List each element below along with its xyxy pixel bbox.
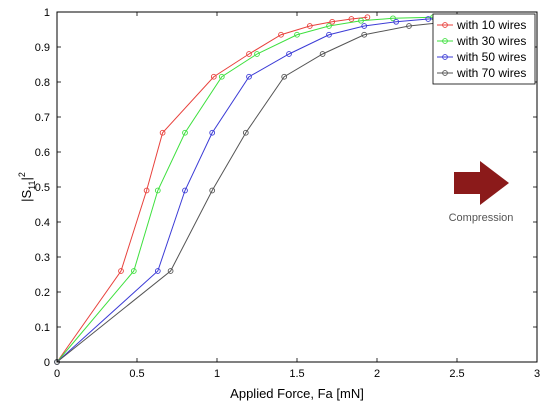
x-tick-label: 1 xyxy=(214,368,220,380)
compression-arrow-icon xyxy=(454,161,509,205)
x-tick-label: 1.5 xyxy=(289,368,304,380)
data-point xyxy=(167,268,174,274)
y-tick-label: 0.9 xyxy=(35,42,50,54)
legend-marker xyxy=(442,54,448,60)
x-tick-label: 2.5 xyxy=(449,368,464,380)
legend-box xyxy=(432,13,536,85)
legend-item: with 10 wires xyxy=(437,18,526,32)
data-point xyxy=(326,23,332,29)
data-point xyxy=(182,187,188,194)
data-point xyxy=(278,31,284,38)
data-point xyxy=(294,31,300,38)
x-tick-label: 2 xyxy=(374,368,380,380)
y-tick-label: 0.5 xyxy=(35,182,50,194)
compression-annotation: Compression xyxy=(449,212,514,224)
x-axis-title: Applied Force, Fa [mN] xyxy=(230,386,364,401)
y-tick-label: 0.7 xyxy=(35,112,50,124)
data-point xyxy=(210,73,217,80)
y-tick-label: 0.3 xyxy=(35,252,50,264)
data-point xyxy=(358,17,364,24)
data-point xyxy=(218,73,225,80)
plot-frame xyxy=(56,11,538,363)
data-point xyxy=(209,187,216,194)
y-tick-label: 0.8 xyxy=(35,77,50,89)
data-point xyxy=(143,187,150,194)
series-line xyxy=(56,16,434,363)
data-point xyxy=(159,129,166,136)
y-tick-label: 0.6 xyxy=(35,147,50,159)
x-tick-label: 0.5 xyxy=(129,368,144,380)
series-3 xyxy=(54,14,464,365)
data-point xyxy=(329,18,336,25)
legend-label: with 70 wires xyxy=(456,66,526,80)
data-point xyxy=(154,187,161,194)
data-point xyxy=(393,18,400,25)
data-point xyxy=(118,268,124,274)
data-point xyxy=(182,129,188,136)
legend-label: with 50 wires xyxy=(456,50,526,64)
data-point xyxy=(242,129,249,136)
data-point xyxy=(425,16,432,22)
tick-labels: 0 0.5 1 1.5 2 2.5 3 0 0.1 0.2 0.3 0.4 0.5 0.6 0.7 0.8 0.… xyxy=(35,7,540,380)
series-line xyxy=(56,16,461,363)
data-point xyxy=(348,16,355,22)
data-point xyxy=(361,23,368,29)
legend-item: with 50 wires xyxy=(437,50,526,64)
legend-marker xyxy=(442,22,448,28)
data-point xyxy=(390,15,396,22)
data-point xyxy=(286,51,292,57)
data-point xyxy=(281,73,288,80)
y-tick-label: 0.2 xyxy=(35,287,50,299)
data-point xyxy=(326,31,332,38)
data-point xyxy=(246,73,252,80)
series-line xyxy=(56,16,368,363)
y-tick-label: 0.1 xyxy=(35,322,50,334)
legend-item: with 70 wires xyxy=(437,66,526,80)
data-point xyxy=(364,14,371,21)
legend-label: with 30 wires xyxy=(456,34,526,48)
y-axis-title: |S11|2 xyxy=(17,172,37,202)
data-point xyxy=(254,51,260,57)
data-point xyxy=(361,31,368,38)
legend-marker xyxy=(442,38,448,44)
legend-item: with 30 wires xyxy=(437,34,526,48)
y-tick-label: 1 xyxy=(44,7,50,19)
x-tick-label: 0 xyxy=(54,368,60,380)
x-tick-label: 3 xyxy=(534,368,540,380)
data-point xyxy=(406,23,412,29)
legend: with 10 wires with 30 wires with 50 wires w… xyxy=(432,13,536,85)
data-point xyxy=(306,23,313,29)
data-point xyxy=(154,268,161,274)
data-point xyxy=(246,51,252,57)
data-point xyxy=(319,51,326,57)
data-point xyxy=(130,268,137,274)
legend-marker xyxy=(442,70,448,76)
legend-label: with 10 wires xyxy=(456,18,526,32)
data-point xyxy=(209,129,216,136)
y-tick-label: 0 xyxy=(44,357,50,369)
y-tick-label: 0.4 xyxy=(35,217,50,229)
